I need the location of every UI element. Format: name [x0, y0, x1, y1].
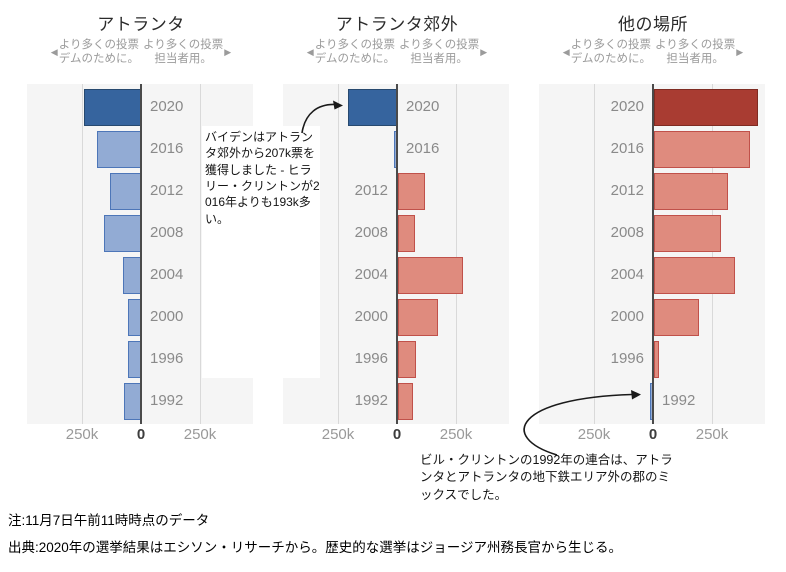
more-votes-incumbent-label: より多くの投票 担当者用。 — [655, 39, 736, 65]
annotation-clinton: ビル・クリントンの1992年の連合は、アトランタとアトランタの地下鉄エリア外の郡… — [420, 452, 680, 504]
gridline-plus-250k — [200, 84, 201, 424]
year-label-suburbs-1996: 1996 — [354, 350, 388, 367]
year-label-elsewhere-2020: 2020 — [610, 98, 644, 115]
year-label-suburbs-2004: 2004 — [354, 266, 388, 283]
bar-elsewhere-2012 — [654, 173, 729, 210]
bar-atlanta-1992 — [124, 383, 141, 420]
axis-direction-note: ◀ より多くの投票 デムのために。 より多くの投票 担当者用。 ▶ — [533, 39, 773, 66]
bar-elsewhere-2008 — [654, 215, 722, 252]
panel-title-suburbs: アトランタ郊外 — [335, 15, 459, 34]
footnote-data-note: 注:11月7日午前11時時点のデータ — [8, 513, 210, 528]
year-label-atlanta-1992: 1992 — [150, 392, 184, 409]
x-tick-elsewhere-2: 250k — [695, 426, 729, 443]
year-label-suburbs-2020: 2020 — [406, 98, 440, 115]
bar-elsewhere-2004 — [654, 257, 736, 294]
gridline-plus-250k — [456, 84, 457, 424]
year-label-atlanta-2016: 2016 — [150, 140, 184, 157]
zero-axis — [396, 84, 398, 424]
plot-area-suburbs: 2020 2016 2012 2008 2004 2000 1996 1992 — [283, 84, 509, 424]
x-tick-suburbs-1: 0 — [392, 426, 402, 443]
year-label-elsewhere-2004: 2004 — [610, 266, 644, 283]
x-tick-suburbs-2: 250k — [439, 426, 473, 443]
right-arrow-icon: ▶ — [480, 47, 488, 58]
x-tick-suburbs-0: 250k — [321, 426, 355, 443]
more-votes-dem-label: より多くの投票 デムのために。 — [570, 39, 651, 65]
year-label-suburbs-2016: 2016 — [406, 140, 440, 157]
year-label-atlanta-2000: 2000 — [150, 308, 184, 325]
panel-elsewhere: 他の場所 ◀ より多くの投票 デムのために。 より多くの投票 担当者用。 ▶ 2020 2016… — [533, 0, 773, 460]
bar-elsewhere-2000 — [654, 299, 699, 336]
gridline-minus-250k — [82, 84, 83, 424]
year-label-elsewhere-2012: 2012 — [610, 182, 644, 199]
year-label-atlanta-1996: 1996 — [150, 350, 184, 367]
plot-area-elsewhere: 2020 2016 2012 2008 2004 2000 1996 1992 — [539, 84, 765, 424]
bar-suburbs-2000 — [398, 299, 439, 336]
year-label-atlanta-2008: 2008 — [150, 224, 184, 241]
bar-suburbs-2008 — [398, 215, 415, 252]
bar-suburbs-2004 — [398, 257, 463, 294]
panel-title-elsewhere: 他の場所 — [618, 15, 688, 34]
bar-elsewhere-2016 — [654, 131, 750, 168]
bar-elsewhere-1996 — [654, 341, 659, 378]
left-arrow-icon: ◀ — [562, 47, 570, 58]
year-label-suburbs-1992: 1992 — [354, 392, 388, 409]
more-votes-dem-label: より多くの投票 デムのために。 — [314, 39, 395, 65]
bar-atlanta-2012 — [110, 173, 141, 210]
year-label-suburbs-2012: 2012 — [354, 182, 388, 199]
bar-suburbs-1992 — [398, 383, 414, 420]
bar-suburbs-2020 — [348, 89, 397, 126]
year-label-elsewhere-2000: 2000 — [610, 308, 644, 325]
panel-title-atlanta: アトランタ — [97, 15, 185, 34]
bar-atlanta-2004 — [123, 257, 141, 294]
axis-direction-note: ◀ より多くの投票 デムのために。 より多くの投票 担当者用。 ▶ — [277, 39, 517, 66]
x-tick-elsewhere-0: 250k — [577, 426, 611, 443]
bar-suburbs-1996 — [398, 341, 416, 378]
more-votes-incumbent-label: より多くの投票 担当者用。 — [143, 39, 224, 65]
left-arrow-icon: ◀ — [50, 47, 58, 58]
zero-axis — [140, 84, 142, 424]
more-votes-incumbent-label: より多くの投票 担当者用。 — [399, 39, 480, 65]
year-label-atlanta-2012: 2012 — [150, 182, 184, 199]
right-arrow-icon: ▶ — [736, 47, 744, 58]
year-label-atlanta-2004: 2004 — [150, 266, 184, 283]
x-tick-atlanta-2: 250k — [183, 426, 217, 443]
annotation-suburbs: バイデンはアトランタ郊外から207k票を獲得しました - ヒラリー・クリントンが… — [202, 126, 320, 378]
bar-atlanta-2016 — [97, 131, 141, 168]
gridline-plus-250k — [712, 84, 713, 424]
year-label-elsewhere-1992: 1992 — [662, 392, 696, 409]
year-label-suburbs-2008: 2008 — [354, 224, 388, 241]
bar-atlanta-2008 — [104, 215, 141, 252]
year-label-elsewhere-2008: 2008 — [610, 224, 644, 241]
bar-elsewhere-2020 — [654, 89, 758, 126]
panel-suburbs: アトランタ郊外 ◀ より多くの投票 デムのために。 より多くの投票 担当者用。 ▶ 2020 2… — [277, 0, 517, 460]
axis-direction-note: ◀ より多くの投票 デムのために。 より多くの投票 担当者用。 ▶ — [21, 39, 261, 66]
year-label-atlanta-2020: 2020 — [150, 98, 184, 115]
footnote-source: 出典:2020年の選挙結果はエシソン・リサーチから。歴史的な選挙はジョージア州務… — [8, 540, 623, 555]
gridline-minus-250k — [594, 84, 595, 424]
x-tick-atlanta-1: 0 — [136, 426, 146, 443]
x-tick-atlanta-0: 250k — [65, 426, 99, 443]
year-label-elsewhere-1996: 1996 — [610, 350, 644, 367]
left-arrow-icon: ◀ — [306, 47, 314, 58]
more-votes-dem-label: より多くの投票 デムのために。 — [58, 39, 139, 65]
bar-suburbs-2012 — [398, 173, 426, 210]
x-tick-elsewhere-1: 0 — [648, 426, 658, 443]
gridline-minus-250k — [338, 84, 339, 424]
right-arrow-icon: ▶ — [224, 47, 232, 58]
year-label-suburbs-2000: 2000 — [354, 308, 388, 325]
zero-axis — [652, 84, 654, 424]
bar-atlanta-2020 — [84, 89, 141, 126]
year-label-elsewhere-2016: 2016 — [610, 140, 644, 157]
